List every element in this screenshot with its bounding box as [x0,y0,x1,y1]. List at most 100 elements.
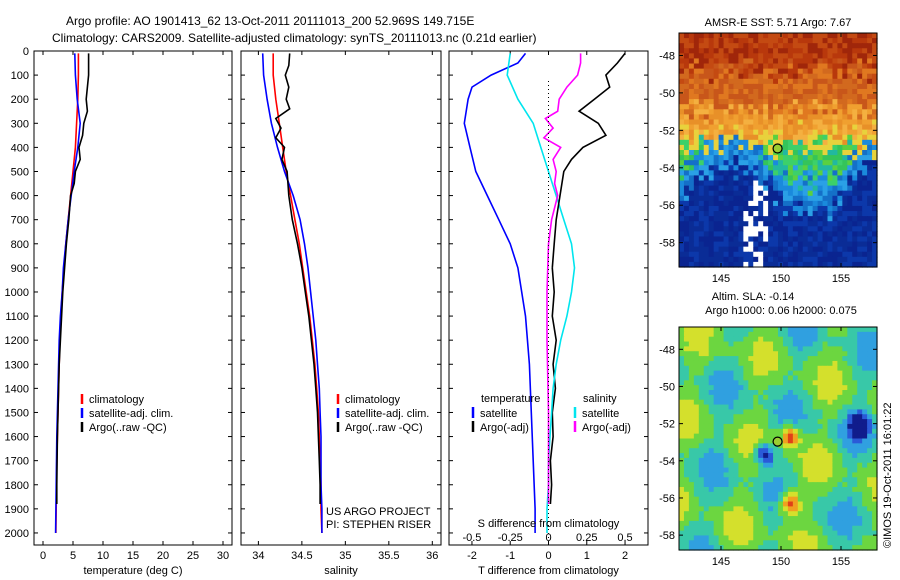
map-cell [792,385,799,391]
map-cell [763,399,769,406]
map-cell [768,423,774,430]
map-cell [773,48,779,54]
map-cell [728,256,735,263]
map-cell [753,346,759,352]
map-cell [768,540,774,546]
map-cell [718,165,725,171]
map-cell [693,423,700,430]
map-cell [857,511,863,517]
map-cell [852,419,858,425]
map-cell [862,365,868,372]
map-cell [807,78,814,85]
map-cell [743,506,749,512]
map-cell [713,205,720,212]
map-cell [867,83,873,90]
map-cell [778,336,784,343]
map-cell [817,114,824,121]
map-cell [857,448,863,454]
map-cell [768,453,774,459]
map-cell [713,390,720,396]
map-cell [807,414,814,420]
map-cell [847,144,853,151]
map-cell [782,109,789,115]
map-cell [862,256,868,263]
map-cell [703,190,710,197]
map-cell [792,83,799,90]
map-cell [842,380,848,386]
map-cell [703,462,710,469]
map-cell [872,221,878,227]
map-cell [718,336,725,343]
map-cell [827,134,834,141]
map-cell [773,94,779,100]
map-cell [778,211,784,217]
map-cell [748,109,754,115]
map-cell [857,33,863,39]
map-cell [679,414,685,420]
map-cell [723,129,730,136]
map-cell [718,231,725,238]
map-cell [782,477,789,483]
map-cell [698,394,705,401]
map-cell [698,109,705,115]
map-cell [837,53,843,60]
map-cell [867,124,873,131]
map-cell [703,486,710,493]
map-cell [847,38,853,44]
map-cell [792,261,799,268]
map-cell [872,525,878,532]
map-cell [817,380,824,386]
map-cell [773,491,779,498]
map-cell [743,399,749,406]
map-cell [802,63,809,70]
map-cell [792,170,799,177]
map-cell [728,404,735,411]
map-cell [703,38,710,44]
map-cell [827,94,834,100]
map-cell [738,375,744,381]
map-cell [837,540,843,546]
map-cell [797,205,804,212]
map-cell [758,506,764,512]
map-cell [797,327,804,333]
map-cell [867,63,873,70]
map-cell [872,453,878,459]
map-cell [708,73,715,80]
map-cell [787,216,794,222]
map-cell [748,231,754,238]
map-cell [738,346,744,352]
map-cell [703,404,710,411]
map-cell [763,516,769,522]
map-cell [679,496,685,503]
map-cell [837,73,843,80]
map-cell [688,144,695,151]
map-cell [797,419,804,425]
map-cell [723,506,730,512]
map-cell [797,195,804,202]
map-cell [703,251,710,258]
map-cell [817,530,824,537]
map-cell [852,331,858,338]
map-cell [748,83,754,90]
map-cell [802,462,809,469]
map-cell [688,428,695,435]
map-cell [817,482,824,488]
map-cell [817,453,824,459]
map-cell [852,467,858,474]
map-cell [842,109,848,115]
map-cell [842,251,848,258]
map-cell [842,496,848,503]
map-cell [782,261,789,268]
map-cell [827,341,834,347]
map-cell [812,482,819,488]
map-cell [753,491,759,498]
map-cell [688,78,695,85]
map-cell [802,83,809,90]
map-cell [847,380,853,386]
map-cell [792,491,799,498]
map-cell [733,496,739,503]
map-cell [708,496,715,503]
map-cell [708,535,715,541]
map-cell [782,496,789,503]
map-cell [693,48,700,54]
